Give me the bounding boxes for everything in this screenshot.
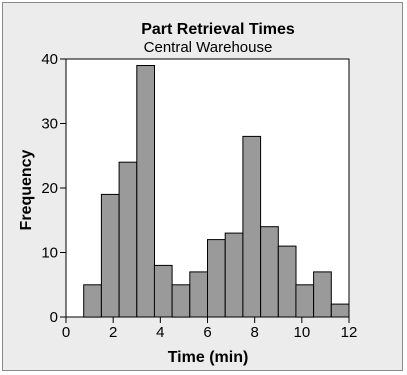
y-tick-label: 40	[41, 51, 58, 68]
histogram-bar-1	[83, 284, 102, 318]
chart-subtitle: Central Warehouse	[144, 39, 273, 56]
histogram-bar-10	[242, 135, 262, 318]
histogram-bar-8	[207, 239, 226, 318]
x-tick-label: 10	[293, 324, 310, 341]
histogram-bar-14	[313, 271, 332, 318]
ticks-layer: 0 2 4 6 8 10 12 0 10 20 30 40	[41, 51, 357, 341]
histogram-bar-3	[118, 161, 138, 318]
histogram-bar-7	[189, 271, 209, 318]
histogram-bar-4	[136, 65, 156, 318]
y-tick-label: 20	[41, 180, 58, 197]
chart-title: Part Retrieval Times	[141, 21, 295, 38]
y-tick-label: 30	[41, 116, 58, 133]
x-tick-label: 8	[250, 324, 258, 341]
x-tick-label: 6	[203, 324, 211, 341]
histogram-bar-2	[100, 193, 120, 318]
histogram-bar-11	[260, 226, 279, 318]
x-tick-label: 0	[62, 324, 70, 341]
histogram-bar-15	[330, 303, 350, 318]
x-axis-title: Time (min)	[168, 349, 249, 366]
histogram-bar-12	[277, 245, 297, 318]
histogram-bar-6	[171, 284, 191, 318]
histogram-bar-5	[153, 264, 173, 318]
histogram-bar-13	[295, 284, 315, 318]
y-axis-title: Frequency	[18, 149, 35, 230]
histogram-bar-9	[224, 232, 244, 318]
bars-layer	[83, 65, 350, 318]
x-tick-label: 2	[109, 324, 117, 341]
x-tick-label: 4	[156, 324, 164, 341]
y-tick-label: 0	[50, 309, 58, 326]
x-tick-label: 12	[341, 324, 358, 341]
y-tick-label: 10	[41, 245, 58, 262]
